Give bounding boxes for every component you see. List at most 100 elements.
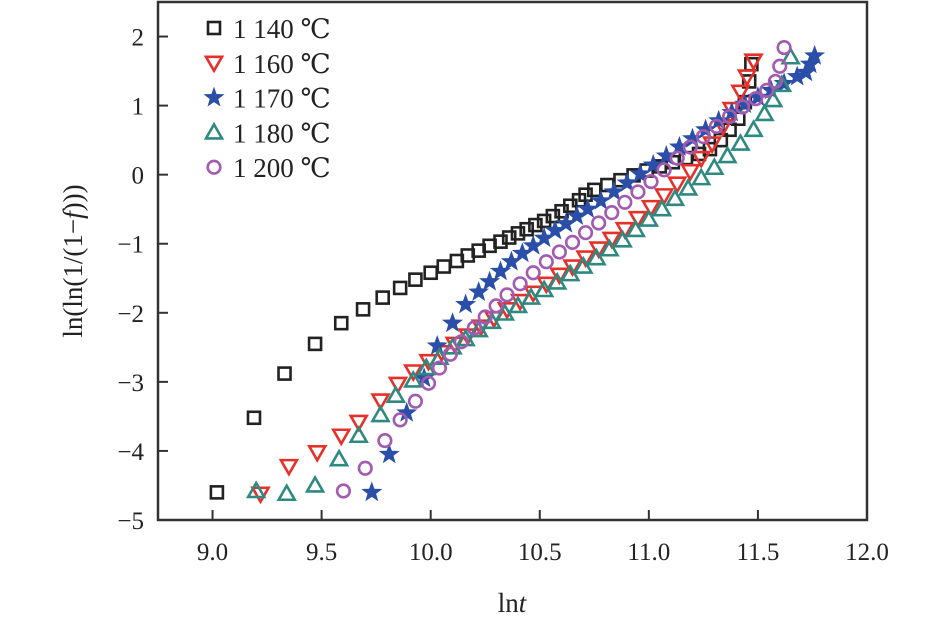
- data-marks: [209, 39, 826, 505]
- y-label-suffix: ))): [58, 184, 88, 211]
- data-point: [209, 485, 225, 500]
- y-tick-label: −3: [117, 370, 144, 397]
- data-point: [748, 91, 764, 107]
- data-point: [511, 242, 533, 263]
- data-point: [690, 167, 712, 186]
- data-point: [668, 136, 690, 156]
- data-point: [588, 241, 609, 260]
- data-point: [760, 79, 782, 100]
- data-point: [420, 375, 437, 391]
- data-point: [564, 234, 581, 250]
- data-point: [392, 412, 408, 428]
- legend-marker: [206, 159, 222, 175]
- data-point: [651, 198, 673, 217]
- data-point: [717, 145, 738, 164]
- data-point: [442, 346, 458, 362]
- data-point: [642, 154, 664, 174]
- data-point: [804, 44, 826, 65]
- data-point: [666, 176, 688, 195]
- data-point: [612, 229, 633, 248]
- data-point: [479, 270, 501, 291]
- data-point: [307, 445, 328, 463]
- data-point: [501, 230, 517, 245]
- x-tick-label: 9.5: [306, 539, 337, 566]
- legend-label: 1 200 ℃: [233, 153, 331, 183]
- data-point: [370, 393, 391, 412]
- data-point: [762, 89, 784, 108]
- legend-item: 1 170 ℃: [203, 84, 331, 114]
- y-tick-label: 2: [132, 25, 145, 52]
- data-point: [426, 335, 448, 355]
- data-point: [591, 215, 607, 231]
- data-point: [490, 260, 511, 281]
- data-point: [378, 443, 400, 464]
- data-point: [276, 483, 297, 502]
- legend-label: 1 170 ℃: [233, 84, 331, 114]
- data-point: [455, 293, 477, 314]
- data-point: [436, 259, 452, 274]
- data-point: [730, 132, 751, 151]
- data-point: [328, 448, 350, 467]
- data-point: [614, 221, 636, 240]
- series-3: [245, 46, 801, 502]
- x-tick-label: 9.0: [197, 539, 228, 566]
- x-label-italic: t: [519, 588, 528, 618]
- data-point: [656, 162, 672, 178]
- data-point: [488, 298, 504, 314]
- data-point: [512, 276, 528, 292]
- y-axis: 2 1 0 −1 −2 −3 −4 −5: [117, 25, 168, 535]
- data-point: [522, 234, 544, 255]
- data-point: [695, 129, 711, 145]
- data-point: [277, 366, 292, 381]
- y-tick-label: −4: [117, 439, 144, 466]
- series-4: [335, 39, 792, 499]
- legend-marker: [203, 121, 225, 140]
- data-point: [599, 238, 620, 257]
- data-point: [361, 481, 383, 502]
- y-label-prefix: ln(ln(1/(1−: [58, 219, 88, 338]
- data-point: [519, 221, 534, 237]
- y-axis-label: ln(ln(1/(1−f))): [58, 184, 88, 337]
- data-point: [640, 199, 662, 218]
- legend-label: 1 140 ℃: [233, 14, 331, 44]
- data-point: [357, 460, 373, 476]
- data-point: [348, 425, 369, 444]
- data-point: [630, 184, 646, 200]
- data-point: [355, 302, 371, 317]
- data-point: [721, 109, 738, 125]
- data-point: [245, 480, 267, 499]
- data-point: [370, 404, 391, 423]
- data-point: [525, 265, 541, 281]
- data-point: [743, 53, 764, 72]
- legend-item: 1 140 ℃: [206, 14, 331, 44]
- data-point: [701, 136, 723, 155]
- data-point: [601, 231, 623, 250]
- data-point: [423, 265, 438, 281]
- data-point: [743, 119, 764, 138]
- data-point: [555, 212, 577, 233]
- data-point: [377, 432, 393, 449]
- data-point: [402, 364, 424, 383]
- data-point: [702, 141, 718, 157]
- x-tick-label: 11.0: [627, 539, 670, 566]
- data-point: [466, 320, 482, 336]
- data-point: [333, 315, 349, 331]
- legend-item: 1 160 ℃: [203, 49, 331, 79]
- data-point: [682, 139, 698, 155]
- data-point: [577, 198, 599, 219]
- data-point: [468, 281, 490, 301]
- data-point: [669, 150, 685, 166]
- legend-marker: [203, 86, 225, 107]
- legend-marker: [206, 20, 222, 36]
- data-point: [385, 385, 407, 403]
- data-point: [767, 73, 783, 90]
- data-point: [629, 163, 651, 183]
- data-point: [416, 357, 437, 376]
- data-point: [776, 39, 792, 56]
- x-tick-label: 12.0: [845, 539, 889, 566]
- data-point: [510, 226, 526, 241]
- data-point: [735, 99, 751, 115]
- data-point: [643, 173, 659, 190]
- data-point: [586, 247, 607, 266]
- data-point: [304, 474, 326, 493]
